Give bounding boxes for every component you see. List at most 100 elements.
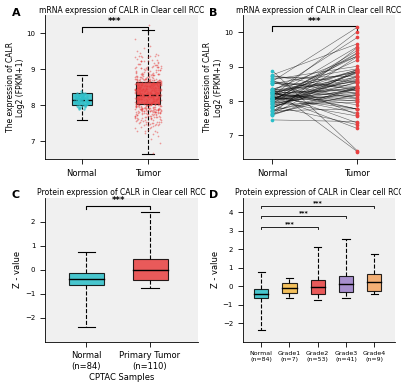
Point: [354, 24, 360, 30]
Point: [84, 98, 90, 104]
Point: [147, 100, 154, 106]
Point: [151, 77, 157, 83]
Point: [354, 148, 360, 154]
Point: [137, 87, 143, 93]
Point: [136, 88, 143, 94]
Point: [145, 94, 151, 100]
Point: [146, 22, 152, 28]
Point: [269, 101, 275, 107]
Point: [149, 71, 155, 77]
Point: [269, 87, 275, 93]
Point: [142, 76, 148, 82]
Point: [151, 111, 157, 117]
Point: [150, 105, 156, 111]
Point: [76, 106, 83, 112]
Point: [138, 103, 144, 109]
Point: [82, 102, 88, 108]
Point: [269, 108, 275, 114]
Point: [136, 102, 143, 108]
Point: [354, 106, 360, 112]
Point: [132, 68, 139, 74]
Point: [138, 95, 145, 102]
Point: [269, 95, 275, 102]
Point: [145, 93, 151, 99]
Point: [157, 140, 164, 146]
Point: [354, 85, 360, 91]
Point: [134, 94, 141, 100]
Point: [269, 96, 275, 102]
Point: [147, 102, 154, 108]
Point: [134, 97, 140, 103]
Point: [269, 98, 275, 104]
Point: [144, 74, 151, 80]
Point: [137, 90, 144, 97]
Point: [154, 94, 161, 100]
Point: [154, 95, 160, 102]
Point: [155, 64, 161, 70]
Point: [150, 92, 156, 98]
Point: [150, 104, 157, 110]
Point: [155, 90, 162, 97]
Point: [140, 76, 147, 83]
Point: [154, 79, 160, 85]
Point: [269, 101, 275, 107]
Point: [155, 78, 161, 85]
Point: [144, 85, 151, 92]
Point: [153, 112, 159, 118]
Point: [133, 103, 139, 109]
Point: [156, 77, 162, 83]
Point: [147, 94, 153, 100]
Point: [269, 108, 275, 114]
FancyBboxPatch shape: [72, 93, 91, 105]
Point: [136, 81, 142, 87]
Point: [154, 67, 161, 73]
Point: [146, 90, 153, 97]
Point: [144, 90, 150, 96]
Point: [80, 102, 87, 108]
Point: [150, 112, 156, 118]
Point: [143, 110, 150, 116]
Point: [138, 99, 144, 105]
Point: [81, 106, 87, 112]
Point: [138, 58, 144, 64]
FancyBboxPatch shape: [282, 283, 296, 293]
Point: [155, 85, 162, 92]
Point: [269, 111, 275, 117]
Point: [146, 108, 153, 114]
Point: [354, 91, 360, 97]
Point: [72, 93, 79, 99]
Point: [354, 70, 360, 76]
Point: [354, 35, 360, 41]
Point: [152, 76, 159, 82]
Point: [150, 79, 156, 85]
Point: [151, 108, 157, 114]
Point: [136, 85, 142, 92]
Point: [150, 82, 157, 88]
Point: [132, 111, 139, 117]
Point: [158, 87, 164, 93]
Point: [143, 99, 149, 105]
Point: [269, 89, 275, 95]
Point: [140, 69, 147, 75]
Point: [139, 93, 146, 99]
Point: [151, 106, 158, 112]
Point: [150, 73, 156, 79]
Point: [354, 67, 360, 73]
Point: [140, 86, 146, 92]
Point: [148, 93, 155, 99]
Point: [149, 100, 155, 106]
Point: [143, 114, 150, 120]
Point: [354, 85, 360, 91]
Point: [269, 95, 275, 101]
Point: [147, 107, 154, 114]
Point: [80, 100, 86, 106]
Point: [80, 90, 86, 96]
Point: [155, 60, 161, 66]
Point: [151, 76, 157, 83]
Point: [146, 102, 152, 108]
Point: [142, 100, 149, 106]
Point: [133, 118, 139, 124]
Point: [269, 93, 275, 99]
Point: [136, 85, 142, 92]
Title: Protein expression of CALR in Clear cell RCC: Protein expression of CALR in Clear cell…: [37, 188, 206, 197]
